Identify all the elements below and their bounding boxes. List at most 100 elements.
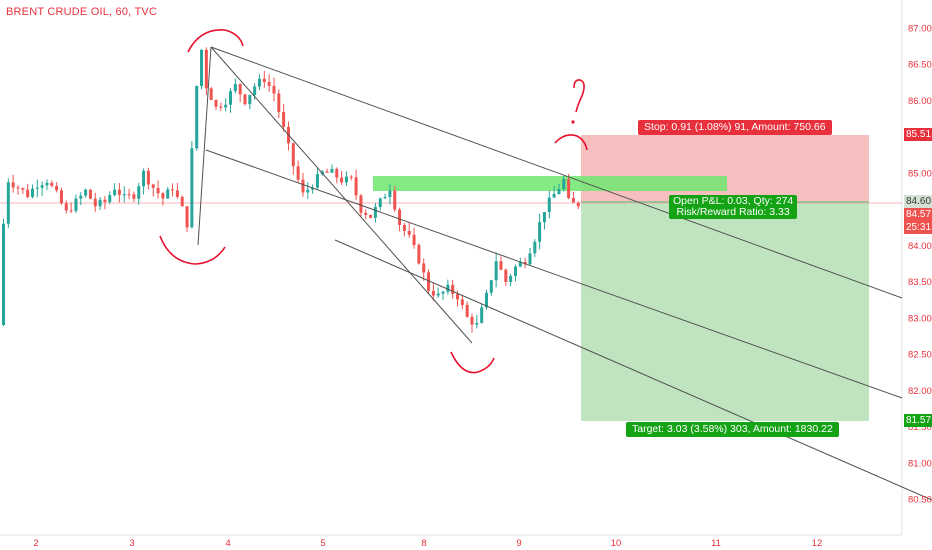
current-price-tag: 84.57 (904, 208, 932, 221)
time-tick-label: 2 (33, 538, 38, 549)
candle-up (533, 241, 537, 254)
channel-mid-line[interactable] (205, 149, 903, 399)
candle-up (229, 91, 233, 105)
time-tick-label: 4 (225, 538, 230, 549)
candle-up (485, 292, 488, 308)
candle-down (291, 143, 295, 167)
candle-down (369, 214, 373, 218)
candle-down (175, 190, 179, 197)
candle-down (117, 189, 121, 195)
candle-up (513, 266, 517, 277)
candle-down (504, 269, 508, 282)
price-tick-label: 83.50 (908, 277, 932, 288)
candle-up (446, 284, 450, 292)
open-pnl-text: Open P&L: 0.03, Qty: 274 (673, 195, 794, 207)
price-tick-label: 82.50 (908, 350, 932, 361)
question-mark-drawing (573, 79, 585, 113)
top-arc-drawing (187, 29, 244, 53)
candle-up (84, 189, 88, 196)
candle-down (209, 88, 213, 100)
channel-low-line[interactable] (334, 239, 932, 501)
candle-up (257, 78, 261, 87)
candle-up (306, 189, 310, 193)
spike-line (197, 46, 212, 246)
candle-up (557, 189, 561, 195)
candle-up (113, 189, 117, 196)
candle-up (122, 194, 126, 196)
candle-up (142, 170, 146, 187)
candle-up (98, 199, 102, 207)
candle-up (378, 198, 382, 208)
candle-down (354, 177, 358, 196)
candle-down (296, 166, 300, 180)
candle-up (224, 104, 228, 108)
candle-down (499, 261, 503, 270)
candle-down (59, 190, 63, 204)
candle-down (417, 245, 421, 264)
candle-up (436, 293, 440, 296)
price-tick-label: 85.00 (908, 168, 932, 179)
candle-down (146, 170, 150, 185)
candle-up (542, 212, 546, 223)
price-tick-label: 83.00 (908, 313, 932, 324)
candle-down (267, 82, 271, 86)
candle-up (518, 262, 522, 267)
candle-down (55, 185, 59, 191)
time-tick-label: 3 (129, 538, 134, 549)
candle-up (35, 187, 39, 189)
candle-down (576, 202, 580, 207)
candle-down (349, 176, 353, 178)
candle-up (30, 188, 34, 197)
candle-up (233, 84, 237, 92)
candle-down (262, 78, 266, 83)
resistance-highlight-zone[interactable] (373, 176, 727, 191)
candle-down (422, 263, 426, 273)
candle-down (103, 199, 107, 202)
price-tick-label: 81.50 (908, 422, 932, 433)
candle-down (282, 112, 286, 127)
price-tick-label: 80.50 (908, 495, 932, 506)
candle-up (2, 223, 5, 326)
target-label: Target: 3.03 (3.58%) 303, Amount: 1830.2… (626, 422, 839, 437)
candle-down (16, 187, 20, 189)
candle-up (79, 195, 83, 199)
candle-down (132, 194, 136, 199)
candle-down (277, 93, 281, 113)
stop-zone[interactable] (581, 135, 869, 202)
candle-down (571, 198, 575, 203)
candle-down (151, 184, 155, 188)
time-tick-label: 11 (711, 538, 721, 549)
time-tick-label: 8 (421, 538, 426, 549)
candle-up (190, 148, 194, 228)
candle-down (301, 179, 305, 193)
candle-down (407, 230, 411, 235)
candle-down (460, 299, 464, 305)
price-tick-label: 84.00 (908, 241, 932, 252)
candle-down (156, 187, 160, 194)
candle-up (315, 174, 319, 188)
candle-up (248, 94, 252, 105)
candle-down (243, 94, 247, 105)
price-tick-label: 81.00 (908, 458, 932, 469)
candle-down (398, 209, 402, 225)
candle-up (344, 176, 348, 183)
price-tick-label: 87.00 (908, 24, 932, 35)
candle-down (64, 203, 68, 211)
channel-top-line[interactable] (210, 46, 903, 299)
candle-down (204, 49, 208, 89)
candle-up (74, 198, 78, 211)
candle-up (441, 291, 445, 294)
time-tick-label: 5 (320, 538, 325, 549)
trend-diagonal-line[interactable] (210, 46, 473, 344)
time-tick-label: 12 (812, 538, 823, 549)
candle-up (45, 182, 49, 186)
candle-down (335, 168, 339, 178)
target-zone[interactable] (581, 202, 869, 421)
target-price-tag: 81.57 (904, 414, 932, 427)
time-tick-label: 9 (516, 538, 521, 549)
price-tick-label: 82.00 (908, 386, 932, 397)
candle-down (340, 177, 344, 183)
candle-up (480, 307, 484, 323)
candle-down (127, 194, 131, 196)
